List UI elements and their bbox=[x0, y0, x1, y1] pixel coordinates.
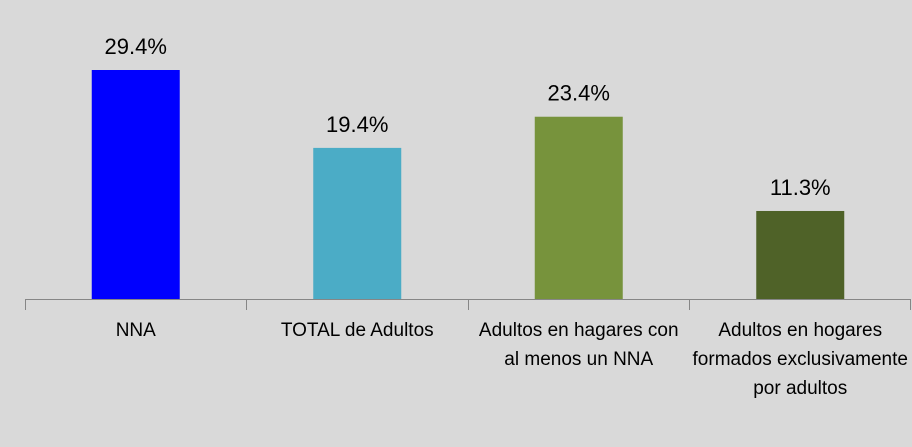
x-tick-label: NNA bbox=[115, 320, 156, 341]
bar bbox=[756, 210, 845, 299]
bar bbox=[534, 116, 623, 299]
bar bbox=[91, 70, 180, 299]
x-tick-label: TOTAL de Adultos bbox=[280, 320, 434, 341]
value-label: 11.3% bbox=[770, 175, 831, 200]
value-label: 29.4% bbox=[105, 34, 167, 59]
bar bbox=[313, 147, 402, 299]
x-tick-label: Adultos en hagares con al menos un NNA bbox=[478, 320, 679, 370]
value-label: 19.4% bbox=[326, 112, 388, 137]
value-label: 23.4% bbox=[548, 81, 610, 106]
x-tick-label: Adultos en hogares formados exclusivamen… bbox=[692, 320, 908, 399]
